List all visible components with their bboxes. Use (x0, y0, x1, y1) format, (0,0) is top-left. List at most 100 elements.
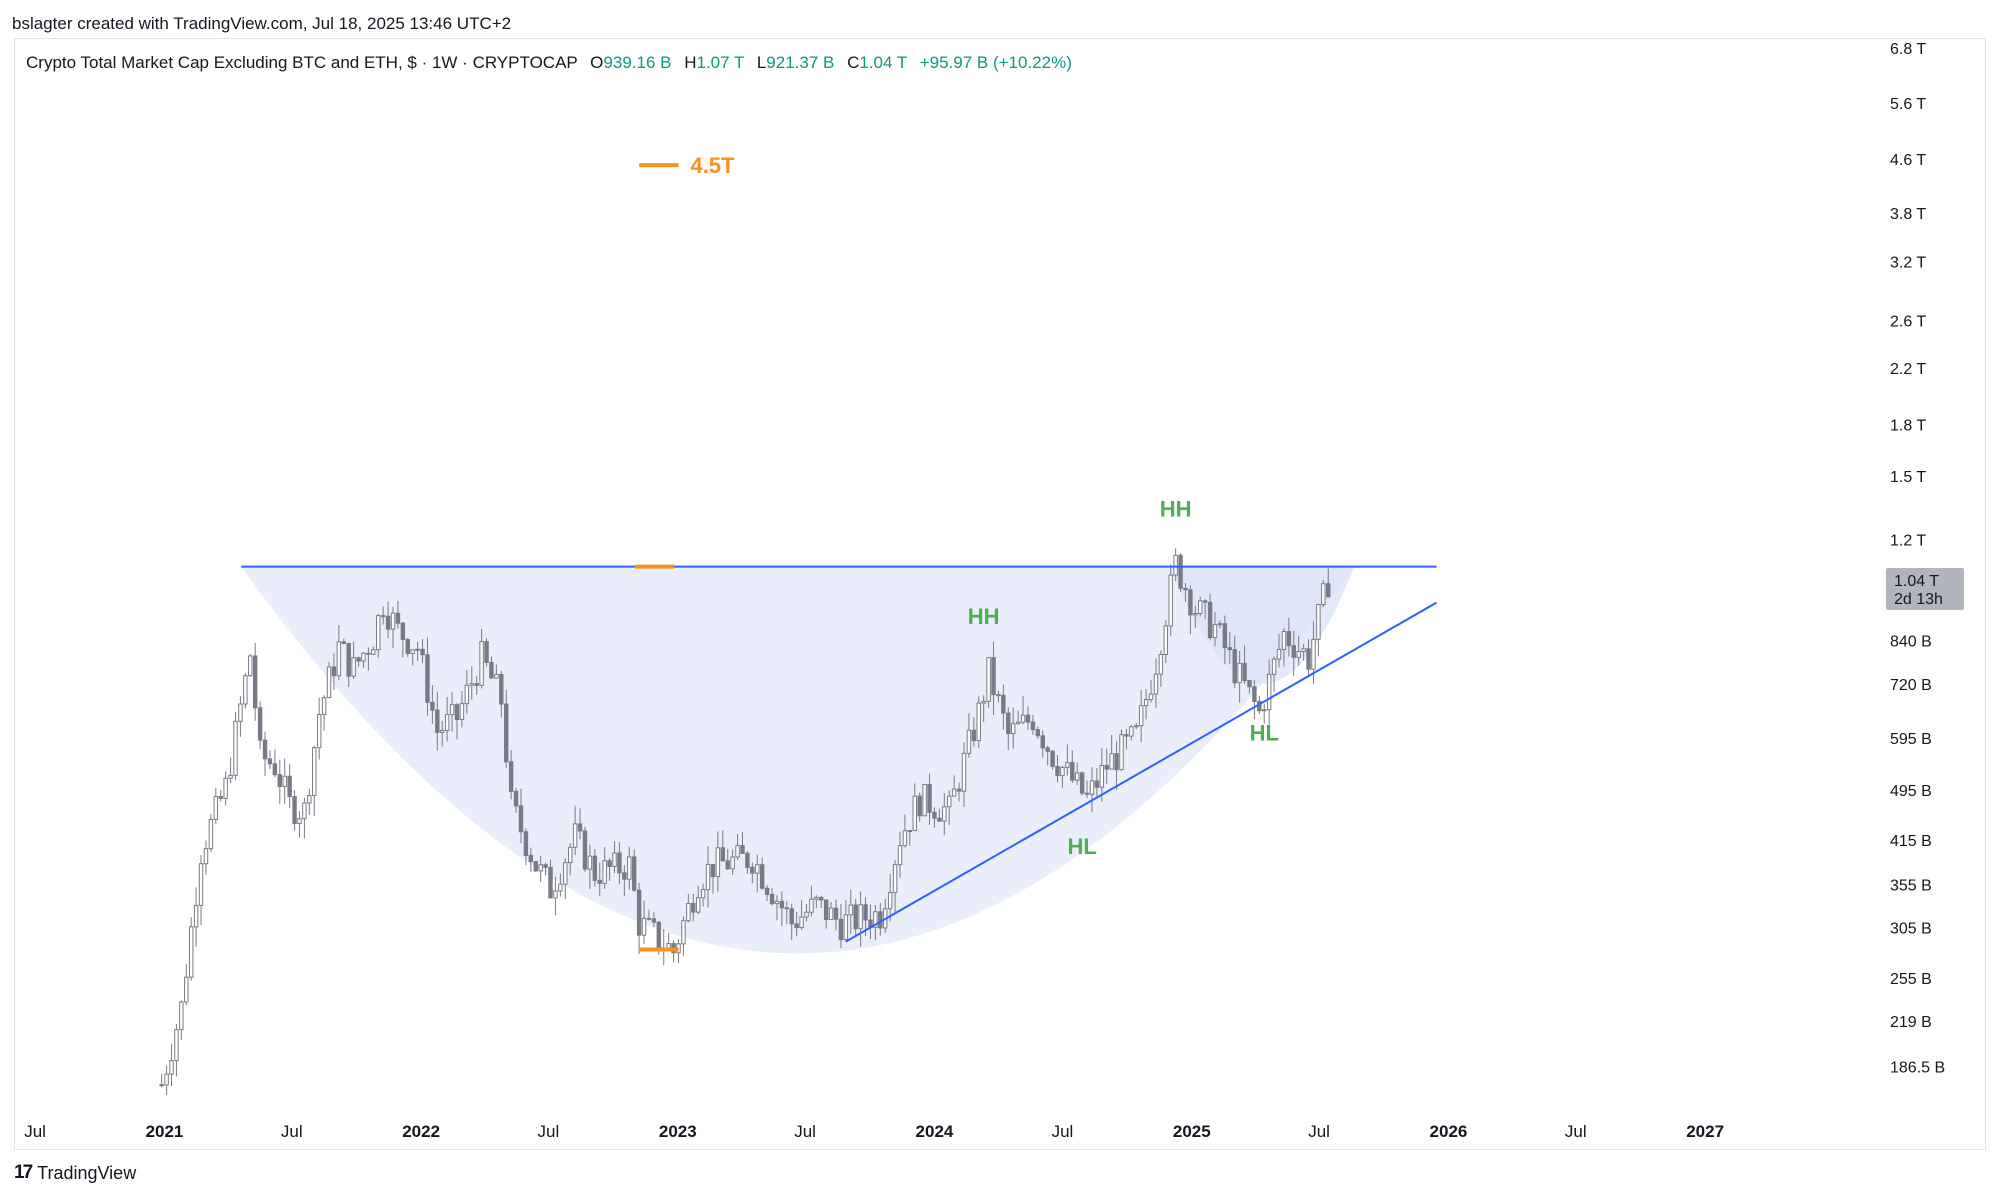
candle-body (164, 1073, 169, 1086)
candle (996, 690, 1001, 703)
candle (927, 773, 932, 825)
candle (454, 703, 460, 740)
price-tick-label: 2.2 T (1890, 361, 1926, 378)
candle-body (366, 652, 371, 655)
candle-body (759, 864, 765, 889)
candle-body (341, 641, 347, 644)
candle (395, 600, 401, 629)
candle (1079, 771, 1085, 796)
candle (1010, 707, 1016, 749)
candle (922, 783, 927, 817)
symbol-title[interactable]: Crypto Total Market Cap Excluding BTC an… (26, 53, 578, 72)
time-tick-label: Jul (1052, 1122, 1074, 1141)
drawing-shapes (241, 566, 1355, 954)
candle-body (494, 673, 499, 679)
candle (1001, 684, 1006, 730)
time-tick-label: 2025 (1173, 1122, 1211, 1141)
candle-body (1124, 734, 1129, 737)
tradingview-logo[interactable]: 17 TradingView (14, 1162, 136, 1184)
chart-frame (14, 38, 1986, 1150)
candle-body (907, 830, 913, 833)
last-price-value: 1.04 T (1894, 573, 1939, 590)
candle (1129, 724, 1134, 741)
candle (774, 895, 780, 921)
candle (223, 771, 228, 806)
candle (976, 696, 981, 749)
price-tick-label: 5.6 T (1890, 96, 1926, 113)
candle-body (1109, 753, 1114, 770)
candle-body (1079, 772, 1085, 794)
price-tick-label: 3.8 T (1890, 206, 1926, 223)
candle-body (1134, 725, 1139, 728)
price-tick-label: 305 B (1890, 920, 1932, 937)
candle (252, 642, 258, 721)
candle (1138, 690, 1144, 743)
candle-body (188, 926, 194, 978)
candle (755, 854, 760, 893)
candle-body (927, 783, 932, 813)
candle-body (612, 852, 617, 867)
candle (553, 876, 558, 916)
candle (661, 929, 666, 966)
candle (528, 847, 534, 872)
candle (917, 792, 922, 822)
candle-body (750, 866, 755, 874)
candle (228, 757, 233, 783)
candle-body (789, 908, 794, 925)
candle-body (730, 856, 735, 870)
candle-body (543, 864, 548, 868)
candle (622, 865, 627, 897)
candle (272, 749, 278, 778)
candle (666, 933, 671, 950)
candle (238, 696, 243, 737)
time-tick-label: 2024 (916, 1122, 954, 1141)
time-tick-label: 2023 (659, 1122, 697, 1141)
candle (282, 758, 287, 805)
candle (440, 720, 445, 747)
candle-body (528, 854, 534, 863)
price-tick-label: 495 B (1890, 783, 1932, 800)
price-tick-label: 415 B (1890, 833, 1932, 850)
candle (563, 858, 568, 900)
candle-body (873, 911, 878, 928)
candle (346, 642, 351, 688)
candle-body (961, 752, 967, 792)
candle-body (558, 883, 563, 892)
candle (1025, 706, 1031, 730)
candle-body (1178, 554, 1183, 589)
candle (1119, 729, 1124, 771)
candle-body (1129, 726, 1134, 737)
candle-body (577, 823, 583, 832)
candle (991, 641, 996, 715)
candle (789, 903, 794, 940)
candle-body (631, 856, 637, 891)
candle-body (1148, 693, 1154, 701)
candle (262, 731, 268, 776)
candle (1104, 748, 1109, 784)
candle (484, 638, 489, 667)
change-value: +95.97 B (+10.22%) (919, 53, 1072, 72)
candle-body (390, 612, 396, 630)
candle-body (238, 703, 243, 722)
candle-body (656, 921, 662, 949)
candle-body (1065, 762, 1070, 768)
candle (912, 783, 917, 832)
time-tick-label: Jul (1565, 1122, 1587, 1141)
candle (809, 885, 814, 917)
candle (558, 873, 563, 897)
candle-body (912, 795, 917, 832)
close-label: C (847, 53, 860, 72)
candle (961, 742, 967, 807)
candle (587, 844, 593, 889)
candle (1134, 723, 1139, 730)
candle (366, 647, 371, 671)
candle-body (725, 860, 730, 870)
candle (1055, 754, 1060, 783)
price-axis: 6.8 T 5.6 T 4.6 T 3.8 T 3.2 T 2.6 T 2.2 T 1.8 T… (1886, 41, 1964, 1077)
candle (184, 964, 189, 1006)
candle-body (705, 863, 711, 891)
candle (435, 691, 440, 751)
candle (499, 670, 504, 718)
candle-body (430, 701, 435, 711)
